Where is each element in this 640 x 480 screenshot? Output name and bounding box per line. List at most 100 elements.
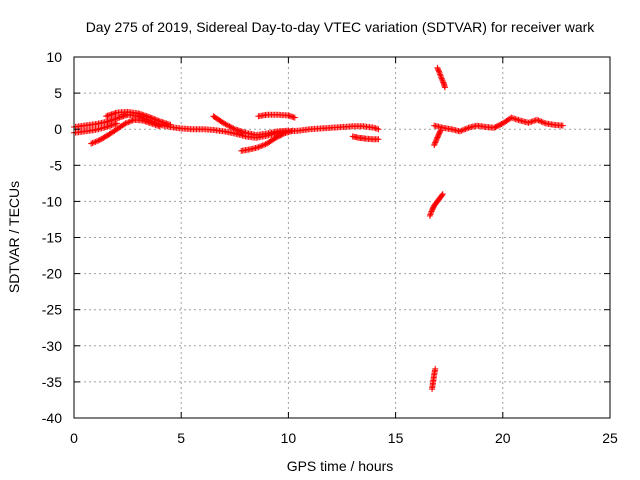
data-point [438,75,445,82]
y-tick-label: -15 [42,230,62,246]
y-axis-label: SDTVAR / TECUs [6,181,22,293]
data-point [439,192,446,199]
data-point [152,116,159,123]
data-point [462,125,469,132]
data-point [258,143,265,150]
data-point [167,121,174,128]
data-point [225,122,232,129]
data-point [534,116,541,123]
y-tick-label: 0 [54,121,62,137]
axis-ticks [73,56,611,419]
x-tick-label: 5 [177,430,185,446]
data-point [434,134,441,141]
data-point [439,76,446,83]
data-point [433,137,440,144]
y-tick-label: -25 [42,302,62,318]
data-point [262,141,269,148]
data-point [541,119,548,126]
data-point [456,128,463,135]
data-point [223,121,230,128]
y-tick-labels: 10 5 0 -5 -10 -15 -20 -25 -30 -35 -40 [42,49,62,426]
data-point [536,118,543,125]
data-point [255,144,262,151]
data-point [434,66,441,73]
data-point [122,120,129,127]
data-point [433,135,440,142]
data-point [95,137,102,144]
y-tick-label: -40 [42,410,62,426]
data-point [538,118,545,125]
data-point [464,125,471,132]
data-point [436,69,443,76]
data-point [375,136,382,143]
data-point [438,74,445,81]
data-point [535,117,542,124]
data-point [436,68,443,75]
x-tick-label: 25 [602,430,618,446]
y-tick-label: -5 [50,157,63,173]
data-point [88,140,95,147]
data-point [437,71,444,78]
data-point [222,121,229,128]
data-point [125,119,132,126]
y-tick-label: 5 [54,85,62,101]
x-tick-label: 15 [388,430,404,446]
data-point [427,209,434,216]
data-point [439,78,446,85]
data-point [432,138,439,145]
data-point [441,84,448,91]
data-point [229,124,236,131]
data-point [431,142,438,149]
grid-lines [74,57,610,418]
data-point [428,208,435,215]
data-point [427,211,434,218]
y-tick-label: -35 [42,374,62,390]
data-point [155,117,162,124]
data-point [434,64,441,71]
data-point [147,114,154,121]
data-point [426,212,433,219]
data-point [431,140,438,147]
data-point [559,122,566,129]
data-point [256,143,263,150]
data-point [291,114,298,121]
data-point [154,117,161,124]
data-point [121,121,128,128]
data-point [221,120,228,127]
chart-title: Day 275 of 2019, Sidereal Day-to-day VTE… [86,19,596,35]
data-point [91,139,98,146]
x-axis-label: GPS time / hours [287,458,394,474]
data-point [126,118,133,125]
data-points [71,64,566,393]
data-point [279,131,286,138]
data-point [146,113,153,120]
data-point [432,365,439,372]
data-point [461,126,468,133]
data-point [437,72,444,79]
data-point [150,115,157,122]
y-tick-label: 10 [46,49,62,65]
data-point [156,123,163,130]
x-tick-labels: 0 5 10 15 20 25 [70,430,618,446]
data-point [151,116,158,123]
data-point [226,123,233,130]
data-point [123,119,130,126]
data-point [128,118,135,125]
x-tick-label: 10 [281,430,297,446]
data-point [375,126,382,133]
y-tick-label: -10 [42,193,62,209]
data-point [89,140,96,147]
data-point [259,142,266,149]
data-point [289,127,296,134]
data-point [439,191,446,198]
data-point [261,141,268,148]
data-point [435,67,442,74]
data-point [432,139,439,146]
data-point [459,127,466,134]
data-point [148,115,155,122]
y-tick-label: -20 [42,266,62,282]
data-point [458,127,465,134]
data-point [113,120,120,127]
data-point [230,125,237,132]
